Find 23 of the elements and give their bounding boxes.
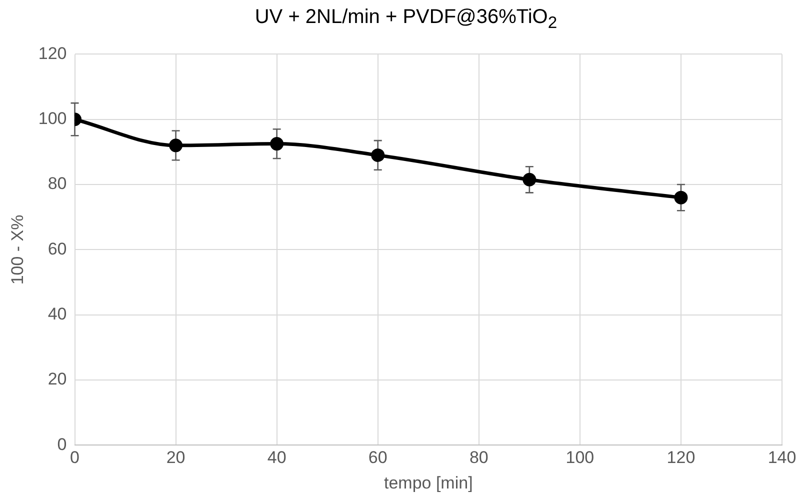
y-axis-title: 100 - X% xyxy=(8,214,27,285)
x-tick-label: 100 xyxy=(566,448,594,468)
y-tick-label: 60 xyxy=(48,239,67,258)
y-tick-label: 80 xyxy=(48,174,67,194)
x-tick-label: 140 xyxy=(768,448,796,468)
point xyxy=(522,172,536,186)
point xyxy=(674,190,688,204)
y-tick-label: 100 xyxy=(38,109,67,128)
point xyxy=(169,138,183,152)
x-tick-label: 20 xyxy=(166,448,186,468)
x-tick-label: 80 xyxy=(469,448,488,468)
x-axis-title: tempo [min] xyxy=(384,473,473,492)
x-tick-label: 0 xyxy=(70,448,80,468)
y-tick-label: 0 xyxy=(57,434,67,454)
x-tick-label: 60 xyxy=(368,448,388,468)
x-tick-label: 40 xyxy=(267,448,286,468)
x-tick-label: 120 xyxy=(666,448,696,468)
y-tick-label: 20 xyxy=(48,370,67,389)
chart-title: UV + 2NL/min + PVDF@36%TiO$_{2}$ xyxy=(254,6,558,33)
point xyxy=(371,148,385,162)
y-tick-label: 40 xyxy=(48,304,67,324)
y-tick-label: 120 xyxy=(38,44,67,63)
point xyxy=(270,137,284,151)
